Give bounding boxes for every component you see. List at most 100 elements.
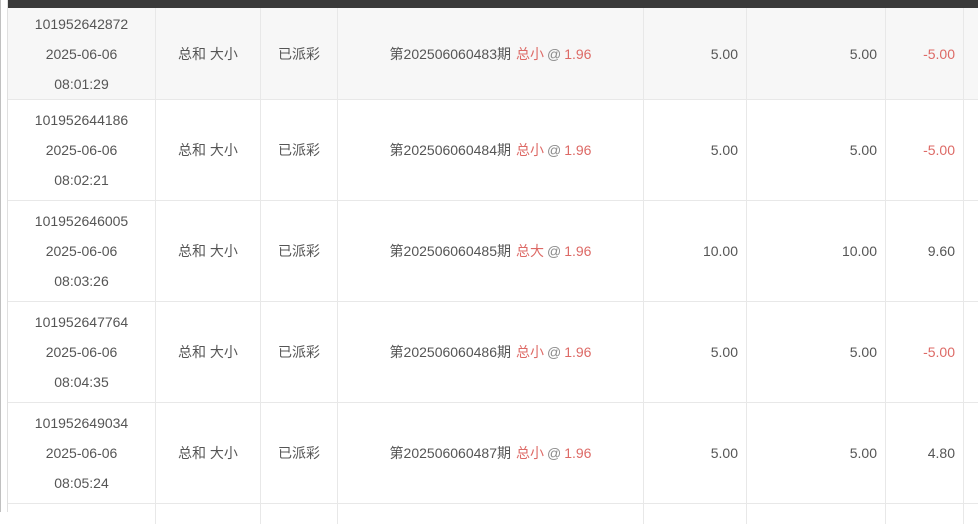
settle-status: 已派彩 (278, 344, 320, 360)
order-cell: 101952649034 2025-06-06 08:05:24 (8, 403, 156, 503)
order-id: 101952644186 (34, 112, 129, 128)
odds-value: 1.96 (564, 243, 592, 259)
order-date: 2025-06-06 (45, 445, 118, 461)
play-cell: 总和 大小 (156, 8, 261, 99)
at-symbol: @ (546, 445, 562, 461)
play-type: 总和 大小 (178, 45, 238, 62)
result-cell (886, 504, 964, 524)
valid-amount-cell: 5.00 (747, 403, 886, 503)
result-value: -5.00 (923, 344, 955, 360)
result-value: 9.60 (927, 243, 955, 259)
filler-cell (964, 302, 978, 402)
at-symbol: @ (546, 45, 562, 62)
valid-amount-cell: 10.00 (747, 201, 886, 301)
order-date: 2025-06-06 (45, 344, 118, 360)
amount-cell: 5.00 (644, 100, 747, 200)
bet-pick: 总小 (515, 142, 544, 158)
bet-amount: 10.00 (702, 243, 738, 259)
odds-value: 1.96 (564, 45, 592, 62)
valid-amount: 5.00 (849, 45, 877, 62)
status-cell: 已派彩 (261, 8, 338, 99)
result-value: -5.00 (923, 142, 955, 158)
valid-amount-cell (747, 504, 886, 524)
play-type: 总和 大小 (178, 243, 238, 259)
period-number: 第202506060486期 (389, 344, 511, 360)
screen-left-edge-line (0, 0, 1, 512)
table-row-partial (8, 504, 978, 524)
bet-pick: 总小 (515, 344, 544, 360)
period-number: 第202506060487期 (389, 445, 511, 461)
play-cell: 总和 大小 (156, 302, 261, 402)
amount-cell: 5.00 (644, 302, 747, 402)
odds-value: 1.96 (564, 142, 592, 158)
amount-cell (644, 504, 747, 524)
period-number: 第202506060483期 (389, 45, 511, 62)
bet-content-cell: 第202506060483期 总小 @1.96 (338, 8, 644, 99)
valid-amount: 5.00 (849, 344, 877, 360)
valid-amount: 10.00 (841, 243, 877, 259)
filler-cell (964, 100, 978, 200)
status-cell: 已派彩 (261, 100, 338, 200)
result-cell: 4.80 (886, 403, 964, 503)
table-row: 101952646005 2025-06-06 08:03:26 总和 大小 已… (8, 201, 978, 302)
table-body: 101952642872 2025-06-06 08:01:29 总和 大小 已… (8, 8, 978, 504)
valid-amount-cell: 5.00 (747, 8, 886, 99)
table-row: 101952644186 2025-06-06 08:02:21 总和 大小 已… (8, 100, 978, 201)
filler-cell (964, 403, 978, 503)
play-cell: 总和 大小 (156, 100, 261, 200)
order-cell: 101952644186 2025-06-06 08:02:21 (8, 100, 156, 200)
at-symbol: @ (546, 142, 562, 158)
order-cell: 101952642872 2025-06-06 08:01:29 (8, 8, 156, 99)
bet-amount: 5.00 (710, 344, 738, 360)
order-time: 08:03:26 (54, 273, 109, 289)
result-cell: -5.00 (886, 302, 964, 402)
order-id: 101952642872 (34, 15, 129, 32)
order-cell (8, 504, 156, 524)
amount-cell: 10.00 (644, 201, 747, 301)
result-cell: -5.00 (886, 100, 964, 200)
bet-content-cell (338, 504, 644, 524)
order-cell: 101952647764 2025-06-06 08:04:35 (8, 302, 156, 402)
result-value: 4.80 (927, 445, 955, 461)
order-date: 2025-06-06 (45, 45, 118, 62)
play-type: 总和 大小 (178, 344, 238, 360)
order-cell: 101952646005 2025-06-06 08:03:26 (8, 201, 156, 301)
bet-pick: 总大 (515, 243, 544, 259)
table-row: 101952647764 2025-06-06 08:04:35 总和 大小 已… (8, 302, 978, 403)
at-symbol: @ (546, 243, 562, 259)
result-cell: 9.60 (886, 201, 964, 301)
status-cell: 已派彩 (261, 403, 338, 503)
bet-content-cell: 第202506060484期 总小 @1.96 (338, 100, 644, 200)
order-id: 101952646005 (34, 213, 129, 229)
play-cell (156, 504, 261, 524)
play-type: 总和 大小 (178, 142, 238, 158)
play-type: 总和 大小 (178, 445, 238, 461)
result-value: -5.00 (923, 45, 955, 62)
bet-amount: 5.00 (710, 142, 738, 158)
bet-pick: 总小 (515, 45, 544, 62)
filler-cell (964, 504, 978, 524)
amount-cell: 5.00 (644, 403, 747, 503)
order-time: 08:05:24 (54, 475, 109, 491)
bet-content-cell: 第202506060485期 总大 @1.96 (338, 201, 644, 301)
odds-value: 1.96 (564, 445, 592, 461)
order-time: 08:02:21 (54, 172, 109, 188)
order-time: 08:01:29 (54, 75, 109, 92)
order-date: 2025-06-06 (45, 142, 118, 158)
order-date: 2025-06-06 (45, 243, 118, 259)
status-cell: 已派彩 (261, 302, 338, 402)
bet-pick: 总小 (515, 445, 544, 461)
bet-content-cell: 第202506060487期 总小 @1.96 (338, 403, 644, 503)
order-id: 101952647764 (34, 314, 129, 330)
table-header-clipped (8, 0, 978, 8)
valid-amount: 5.00 (849, 142, 877, 158)
valid-amount-cell: 5.00 (747, 302, 886, 402)
play-cell: 总和 大小 (156, 201, 261, 301)
odds-value: 1.96 (564, 344, 592, 360)
settle-status: 已派彩 (278, 142, 320, 158)
amount-cell: 5.00 (644, 8, 747, 99)
settle-status: 已派彩 (278, 445, 320, 461)
filler-cell (964, 201, 978, 301)
settle-status: 已派彩 (278, 243, 320, 259)
filler-cell (964, 8, 978, 99)
